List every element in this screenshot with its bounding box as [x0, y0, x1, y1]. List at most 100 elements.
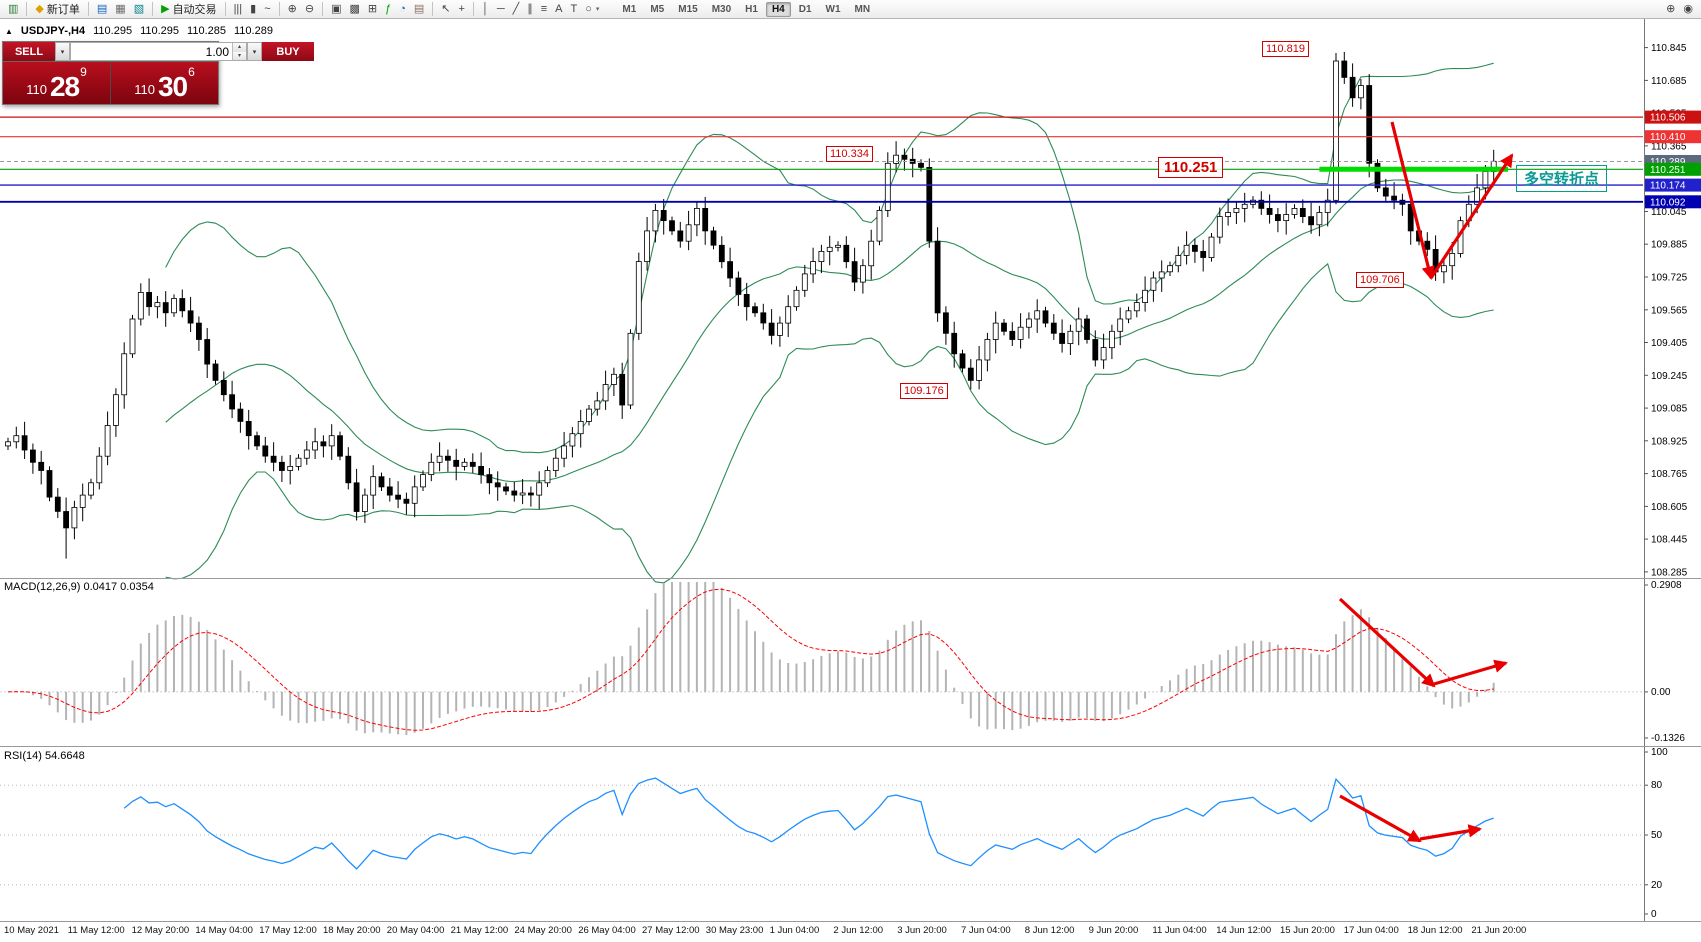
- svg-text:14 Jun 12:00: 14 Jun 12:00: [1216, 925, 1271, 936]
- text-icon[interactable]: A: [551, 0, 566, 18]
- trend-arrow[interactable]: [1338, 597, 1436, 688]
- bar-chart-icon[interactable]: |||: [230, 0, 247, 18]
- zoom-search-icon[interactable]: ⊕: [1662, 0, 1679, 18]
- chart-mode-icon[interactable]: ◉: [1679, 0, 1697, 18]
- toolbar-separator: [152, 2, 154, 16]
- price-callout[interactable]: 109.176: [900, 383, 948, 399]
- candlestick-chart-icon: ▮: [250, 3, 257, 15]
- trend-arrow[interactable]: [1433, 659, 1508, 686]
- volume-spinner[interactable]: ▴ ▾: [232, 43, 246, 60]
- data-window-icon: ▦: [115, 3, 126, 15]
- buy-price[interactable]: 110 30 6: [111, 62, 218, 104]
- arrange-windows-icon[interactable]: ⊞: [364, 0, 381, 18]
- svg-text:2 Jun 12:00: 2 Jun 12:00: [833, 925, 883, 936]
- trade-controls-row: SELL ▾ ▴ ▾ ▾ BUY: [3, 42, 314, 61]
- arrange-windows-icon: ⊞: [367, 3, 378, 15]
- rsi-pane: 100 80 50 20 0: [0, 747, 1668, 920]
- timeframe-switcher: M1 M5 M15 M30 H1 H4 D1 W1 MN: [615, 1, 877, 17]
- trendline-icon[interactable]: ╱: [509, 0, 524, 18]
- price-callout[interactable]: 110.334: [826, 146, 873, 162]
- navigator-icon[interactable]: ▧: [130, 0, 148, 18]
- candlestick-chart-icon[interactable]: ▮: [246, 0, 260, 18]
- tile-windows-icon[interactable]: ▣: [327, 0, 345, 18]
- sell-dropdown[interactable]: ▾: [55, 42, 70, 61]
- svg-text:1 Jun 04:00: 1 Jun 04:00: [770, 925, 820, 936]
- periods-icon: ◔: [399, 3, 406, 15]
- zoom-in-icon[interactable]: ⊕: [284, 0, 301, 18]
- price-tag: [1645, 178, 1701, 192]
- crosshair-icon: +: [458, 3, 465, 15]
- horizontal-line-icon[interactable]: ─: [493, 0, 509, 18]
- timeframe-d1[interactable]: D1: [798, 3, 812, 15]
- periods-icon[interactable]: ◔: [395, 0, 410, 18]
- price-axis[interactable]: 110.845110.685110.525110.365110.045109.8…: [1644, 19, 1701, 921]
- cursor-icon[interactable]: ↖: [437, 0, 454, 18]
- autotrading-button-label: 自动交易: [172, 4, 217, 16]
- chart-window-icon[interactable]: ▥: [4, 0, 22, 18]
- svg-text:108.925: 108.925: [1651, 436, 1688, 447]
- buy-button[interactable]: BUY: [262, 42, 314, 61]
- sell-price-base: 110: [26, 82, 47, 97]
- horizontal-lines[interactable]: [0, 116, 1643, 203]
- timeframe-mn[interactable]: MN: [854, 3, 871, 15]
- channel-icon: ∥: [527, 3, 533, 15]
- trend-arrow[interactable]: [1419, 824, 1482, 841]
- buy-price-base: 110: [134, 82, 155, 97]
- crosshair-icon[interactable]: +: [455, 0, 469, 18]
- templates-icon: ▤: [413, 3, 425, 15]
- indicators-icon: ƒ: [385, 3, 392, 15]
- svg-text:3 Jun 20:00: 3 Jun 20:00: [897, 925, 947, 936]
- new-order-button-label: 新订单: [46, 4, 80, 16]
- timeframe-m15[interactable]: M15: [678, 3, 698, 15]
- market-watch-icon[interactable]: ▤: [93, 0, 111, 18]
- market-watch-icon: ▤: [96, 3, 108, 15]
- svg-text:110.685: 110.685: [1651, 76, 1687, 87]
- volume-down-icon[interactable]: ▾: [233, 51, 246, 60]
- quote-open: 110.295: [93, 25, 133, 37]
- label-icon[interactable]: T: [567, 0, 582, 18]
- volume-up-icon[interactable]: ▴: [233, 43, 246, 52]
- price-callout[interactable]: 110.251: [1158, 157, 1224, 178]
- timeframe-m5[interactable]: M5: [650, 3, 665, 15]
- svg-text:110.365: 110.365: [1651, 141, 1687, 152]
- trend-arrow[interactable]: [1390, 121, 1435, 280]
- new-order-button[interactable]: ◆ 新订单: [31, 0, 83, 18]
- svg-text:108.285: 108.285: [1651, 567, 1688, 578]
- toolbar-separator: [87, 2, 89, 16]
- volume-input[interactable]: [71, 43, 232, 60]
- price-callout[interactable]: 109.706: [1356, 272, 1404, 288]
- timeframe-m30[interactable]: M30: [711, 3, 732, 15]
- trend-arrow[interactable]: [1429, 153, 1514, 279]
- buy-dropdown[interactable]: ▾: [247, 42, 262, 61]
- vertical-line-icon[interactable]: │: [478, 0, 493, 18]
- timeframe-h1[interactable]: H1: [745, 3, 758, 15]
- indicators-icon[interactable]: ƒ: [381, 0, 395, 18]
- shapes-icon[interactable]: ○ ▾: [581, 0, 603, 18]
- annotations[interactable]: [1319, 121, 1514, 843]
- timeframe-h4[interactable]: H4: [765, 1, 791, 17]
- trend-arrow[interactable]: [1339, 794, 1422, 843]
- templates-icon[interactable]: ▤: [410, 0, 428, 18]
- sell-button[interactable]: SELL: [3, 42, 55, 61]
- toolbar-right: ⊕ ◉: [1662, 0, 1697, 18]
- macd-pane: 0.2908 0.00 -0.1326: [0, 580, 1685, 744]
- fibonacci-icon[interactable]: ≡: [537, 0, 551, 18]
- svg-text:50: 50: [1651, 830, 1663, 841]
- annotation-note[interactable]: 多空转折点: [1516, 165, 1608, 192]
- price-callout[interactable]: 110.819: [1262, 41, 1309, 57]
- time-axis[interactable]: 10 May 2021 11 May 12:00 12 May 20:00 14 Ma…: [4, 925, 1526, 936]
- quote-high: 110.295: [140, 25, 180, 37]
- svg-text:109.405: 109.405: [1651, 338, 1688, 349]
- autotrading-button[interactable]: ▶ 自动交易: [157, 0, 220, 18]
- channel-icon[interactable]: ∥: [523, 0, 537, 18]
- sell-price[interactable]: 110 28 9: [3, 62, 110, 104]
- timeframe-w1[interactable]: W1: [825, 3, 841, 15]
- data-window-icon[interactable]: ▦: [111, 0, 129, 18]
- line-chart-icon[interactable]: ~: [260, 0, 274, 18]
- zoom-out-icon[interactable]: ⊖: [301, 0, 318, 18]
- trade-prices-row: 110 28 9 110 30 6: [3, 61, 218, 104]
- timeframe-m1[interactable]: M1: [622, 3, 637, 15]
- chart-window-icon: ▥: [8, 3, 19, 15]
- cascade-windows-icon[interactable]: ▩: [345, 0, 363, 18]
